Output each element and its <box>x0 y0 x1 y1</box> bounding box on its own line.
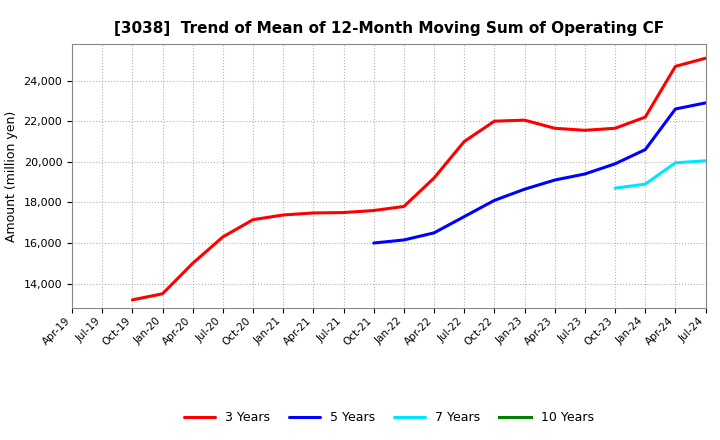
3 Years <box>671 64 680 69</box>
5 Years <box>369 240 378 246</box>
3 Years <box>460 139 469 144</box>
3 Years <box>701 55 710 61</box>
3 Years <box>611 126 619 131</box>
5 Years <box>521 187 529 192</box>
3 Years <box>339 210 348 215</box>
5 Years <box>611 161 619 166</box>
3 Years <box>490 118 499 124</box>
5 Years <box>550 177 559 183</box>
3 Years <box>641 114 649 120</box>
3 Years <box>430 176 438 181</box>
5 Years <box>430 230 438 235</box>
5 Years <box>490 198 499 203</box>
3 Years <box>400 204 408 209</box>
7 Years <box>701 158 710 163</box>
7 Years <box>671 160 680 165</box>
Legend: 3 Years, 5 Years, 7 Years, 10 Years: 3 Years, 5 Years, 7 Years, 10 Years <box>179 407 598 429</box>
3 Years <box>128 297 137 303</box>
5 Years <box>580 171 589 176</box>
3 Years <box>580 128 589 133</box>
5 Years <box>641 147 649 152</box>
3 Years <box>279 213 287 218</box>
Y-axis label: Amount (million yen): Amount (million yen) <box>5 110 18 242</box>
Title: [3038]  Trend of Mean of 12-Month Moving Sum of Operating CF: [3038] Trend of Mean of 12-Month Moving … <box>114 21 664 36</box>
7 Years <box>611 186 619 191</box>
Line: 5 Years: 5 Years <box>374 103 706 243</box>
3 Years <box>158 291 167 297</box>
3 Years <box>521 117 529 123</box>
3 Years <box>550 126 559 131</box>
3 Years <box>189 260 197 266</box>
3 Years <box>219 234 228 239</box>
3 Years <box>369 208 378 213</box>
3 Years <box>248 217 257 222</box>
3 Years <box>309 210 318 216</box>
5 Years <box>400 237 408 242</box>
7 Years <box>641 181 649 187</box>
5 Years <box>671 106 680 112</box>
5 Years <box>701 100 710 106</box>
Line: 3 Years: 3 Years <box>132 58 706 300</box>
Line: 7 Years: 7 Years <box>615 161 706 188</box>
5 Years <box>460 214 469 219</box>
